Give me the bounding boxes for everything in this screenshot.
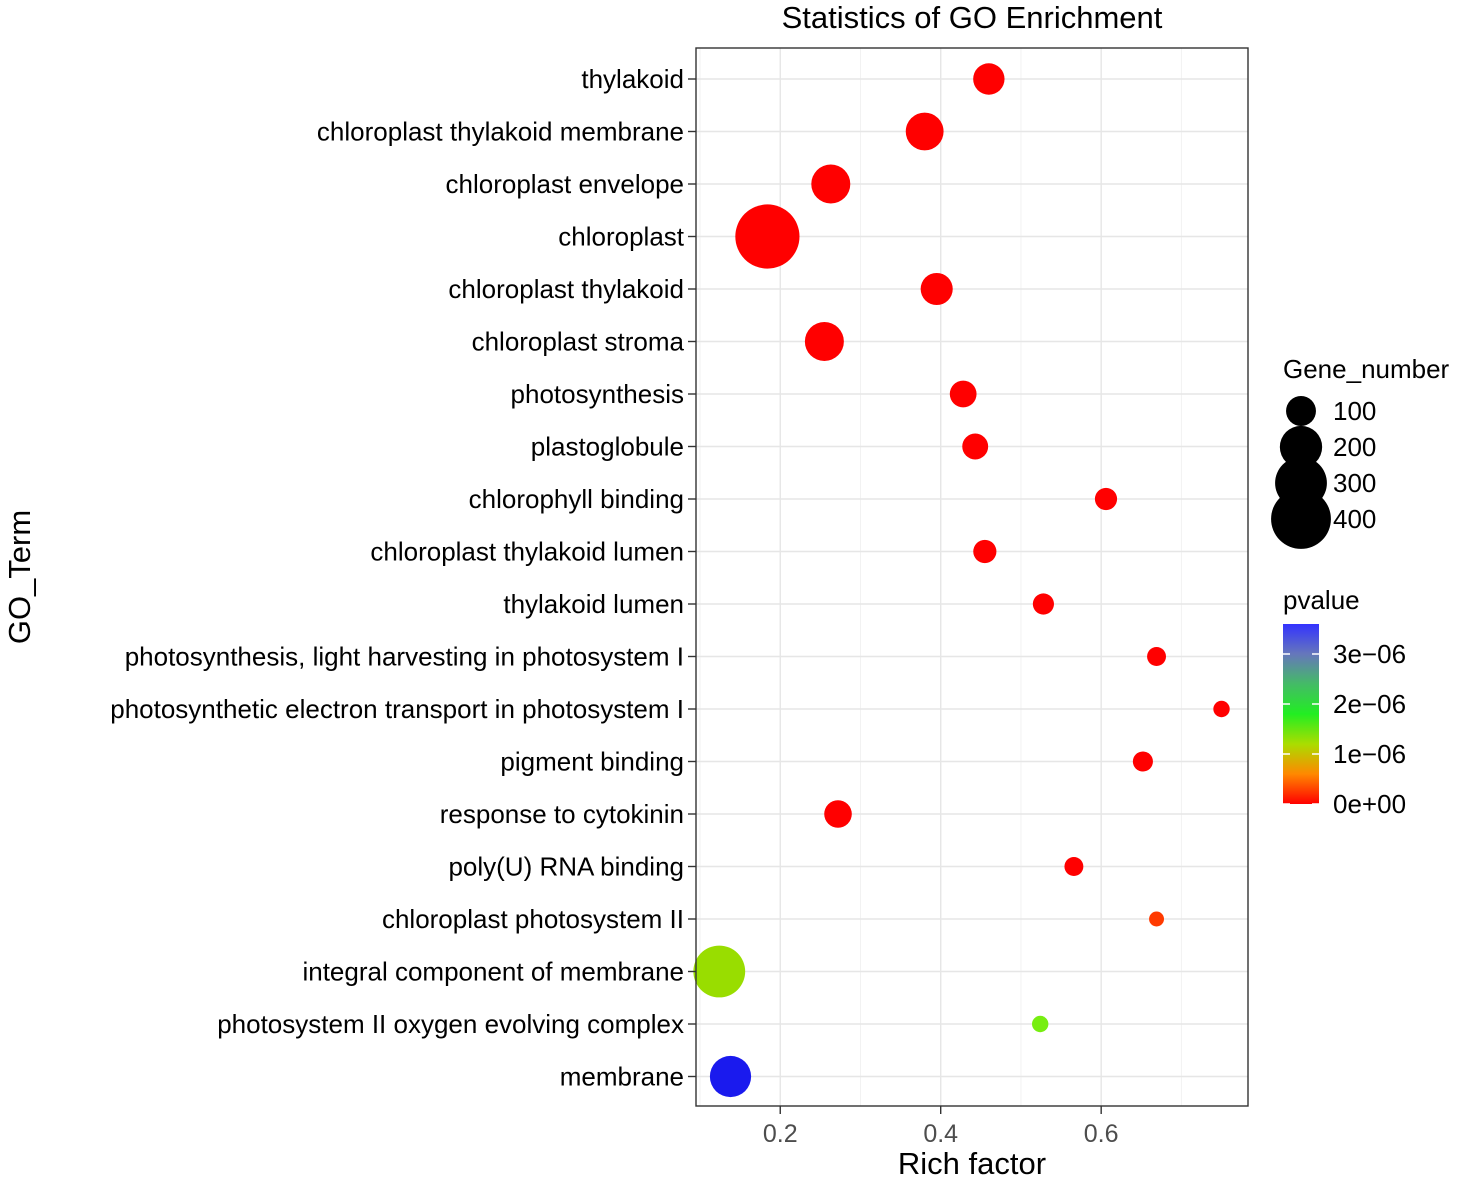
x-tick-label: 0.6 (1084, 1120, 1119, 1148)
colorbar-label: 3e−06 (1333, 639, 1406, 669)
y-tick-label: chloroplast thylakoid lumen (370, 537, 684, 567)
y-tick-label: integral component of membrane (302, 957, 684, 987)
size-legend-label: 400 (1333, 504, 1376, 534)
data-point (804, 321, 844, 362)
pvalue-colorbar (1283, 624, 1319, 804)
y-tick-label: response to cytokinin (440, 799, 684, 829)
data-point (1147, 647, 1166, 666)
y-tick-label: photosynthesis (511, 379, 684, 409)
size-legend-label: 200 (1333, 432, 1376, 462)
y-tick-label: photosystem II oxygen evolving complex (217, 1009, 684, 1039)
data-point (1149, 911, 1165, 927)
colorbar-label: 1e−06 (1333, 739, 1406, 769)
y-tick-label: plastoglobule (531, 432, 684, 462)
data-point (962, 433, 989, 460)
y-tick-label: membrane (560, 1062, 684, 1092)
chart-title: Statistics of GO Enrichment (782, 0, 1163, 35)
x-tick-label: 0.4 (923, 1120, 958, 1148)
y-tick-label: chloroplast (558, 222, 685, 252)
y-tick-label: photosynthetic electron transport in pho… (110, 694, 684, 724)
y-tick-label: chloroplast envelope (446, 169, 685, 199)
data-point (1132, 751, 1153, 772)
x-axis-label: Rich factor (898, 1146, 1046, 1181)
size-legend-label: 100 (1333, 396, 1376, 426)
colorbar-label: 2e−06 (1333, 689, 1406, 719)
data-point (905, 112, 944, 151)
data-point (1032, 593, 1054, 615)
size-legend-key (1271, 489, 1331, 549)
size-legend: Gene_number 100 200 300 400 (1271, 354, 1450, 549)
y-tick-label: thylakoid lumen (503, 589, 684, 619)
data-point (1213, 700, 1230, 718)
data-point (693, 945, 746, 998)
size-legend-key (1279, 425, 1323, 469)
color-legend: pvalue 0e+00 1e−06 2e−06 3e−06 (1283, 585, 1406, 819)
color-legend-title: pvalue (1283, 585, 1360, 615)
data-point (1094, 487, 1118, 511)
size-legend-label: 300 (1333, 468, 1376, 498)
y-tick-label: chlorophyll binding (469, 484, 684, 514)
data-point (709, 1055, 752, 1098)
data-point (973, 539, 997, 564)
y-tick-label: chloroplast thylakoid membrane (317, 117, 684, 147)
data-point (735, 204, 800, 269)
y-tick-label: poly(U) RNA binding (448, 852, 684, 882)
colorbar-label: 0e+00 (1333, 789, 1406, 819)
y-tick-label: thylakoid (581, 64, 684, 94)
y-tick-label: chloroplast thylakoid (448, 274, 684, 304)
y-tick-label: photosynthesis, light harvesting in phot… (125, 642, 684, 672)
plot-border (695, 47, 1249, 1107)
data-point (1064, 857, 1084, 876)
size-legend-title: Gene_number (1283, 354, 1450, 384)
y-tick-label: chloroplast photosystem II (382, 904, 684, 934)
data-point (811, 164, 851, 204)
x-axis-ticks: 0.2 0.4 0.6 (763, 1106, 1119, 1148)
size-legend-key (1286, 396, 1316, 426)
data-point (824, 800, 852, 828)
data-points (693, 63, 1230, 1098)
y-tick-label: chloroplast stroma (472, 327, 685, 357)
y-axis-ticks: thylakoid chloroplast thylakoid membrane c… (110, 64, 696, 1092)
y-tick-label: pigment binding (500, 747, 684, 777)
x-tick-label: 0.2 (763, 1120, 798, 1148)
data-point (920, 272, 953, 306)
data-point (973, 63, 1005, 95)
data-point (949, 380, 977, 408)
y-axis-label: GO_Term (2, 510, 37, 644)
data-point (1032, 1015, 1049, 1033)
